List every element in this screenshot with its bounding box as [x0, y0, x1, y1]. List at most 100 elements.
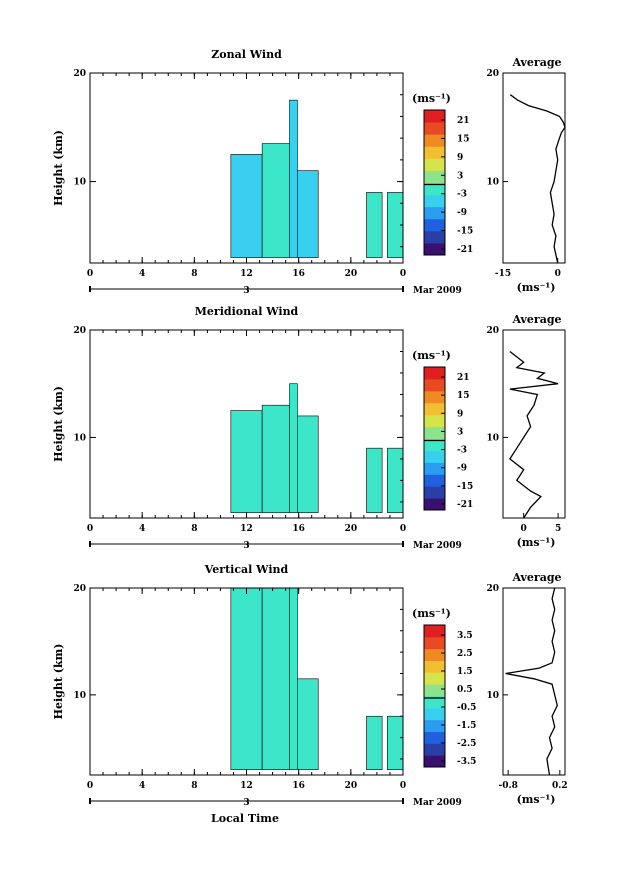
colorbar-swatch	[424, 390, 445, 404]
panel-title: Vertical Wind	[204, 563, 289, 576]
colorbar-swatch	[424, 462, 445, 475]
colorbar-swatch	[424, 122, 445, 135]
average-x-axis-title: (ms⁻¹)	[517, 536, 556, 549]
heatmap-cell	[289, 99, 298, 258]
colorbar-swatch	[424, 110, 445, 123]
colorbar-frame	[423, 109, 446, 256]
x-tick-label: 0	[400, 781, 406, 791]
colorbar-tick-label: 0.5	[457, 685, 473, 695]
y-tick-label: 10	[73, 691, 86, 701]
colorbar-frame	[423, 624, 446, 768]
colorbar-swatch	[424, 684, 445, 697]
date-marker: 3	[243, 798, 249, 808]
average-title: Average	[511, 56, 561, 69]
colorbar-tick-label: 2.5	[457, 649, 473, 659]
x-tick-label: 20	[345, 524, 358, 534]
average-y-tick-label: 10	[486, 178, 499, 188]
date-marker: 3	[243, 541, 249, 551]
colorbar-swatch	[424, 486, 445, 499]
y-axis-title: Height (km)	[52, 386, 65, 462]
colorbar-swatch	[424, 731, 445, 744]
colorbar-tick-label: -3	[457, 446, 467, 456]
colorbar-swatch	[424, 438, 445, 451]
colorbar-tick-label: -15	[457, 227, 473, 237]
x-tick-label: 8	[191, 269, 197, 279]
average-x-axis-title: (ms⁻¹)	[517, 793, 556, 806]
colorbar-swatch	[424, 230, 445, 244]
colorbar-swatch	[424, 636, 445, 650]
colorbar-swatch	[424, 743, 445, 756]
average-profile-line	[505, 587, 558, 776]
average-x-tick-label: -15	[495, 269, 511, 279]
average-title: Average	[511, 313, 561, 326]
colorbar-unit: (ms⁻¹)	[412, 92, 451, 105]
heatmap-cell	[230, 587, 263, 770]
panel-3: Vertical Wind 10 20 Height (km) 0 4 8 12 16 20 0 3 M…	[52, 563, 568, 808]
x-tick-label: 0	[87, 781, 93, 791]
colorbar-swatch	[424, 218, 445, 232]
colorbar-tick-label: 3.5	[457, 631, 473, 641]
x-tick-label: 0	[87, 269, 93, 279]
colorbar-swatch	[424, 378, 445, 392]
average-profile-line	[509, 350, 559, 519]
heatmap-cell	[297, 415, 319, 513]
colorbar-swatch	[424, 367, 445, 380]
panel-2: Meridional Wind 10 20 Height (km) 0 4 8 12 16 20 0…	[52, 305, 566, 551]
colorbar-swatch	[424, 402, 445, 416]
date-label: Mar 2009	[413, 286, 462, 296]
colorbar-swatch	[424, 194, 445, 208]
heatmap-cell	[261, 143, 290, 258]
average-y-tick-label: 20	[486, 584, 499, 594]
x-tick-label: 8	[191, 524, 197, 534]
y-tick-label: 10	[73, 433, 86, 443]
average-x-tick-label: 0	[521, 524, 527, 534]
colorbar-tick-label: -21	[457, 245, 473, 255]
colorbar-tick-label: -15	[457, 482, 473, 492]
colorbar-tick-label: -2.5	[457, 739, 476, 749]
heatmap-cell	[387, 715, 404, 770]
colorbar-swatch	[424, 498, 445, 511]
colorbar-tick-label: -9	[457, 208, 467, 218]
heatmap-cell	[261, 404, 290, 513]
heatmap-cell	[297, 678, 319, 770]
average-x-axis-title: (ms⁻¹)	[517, 281, 556, 294]
colorbar-swatch	[424, 158, 445, 171]
date-label: Mar 2009	[413, 541, 462, 551]
x-tick-label: 8	[191, 781, 197, 791]
y-tick-label: 20	[73, 326, 86, 336]
panel-title: Meridional Wind	[195, 305, 299, 318]
heatmap-cell	[261, 587, 290, 770]
average-frame	[502, 587, 566, 776]
heatmap-cell	[230, 154, 263, 258]
average-x-tick-label: 0	[555, 269, 561, 279]
colorbar-tick-label: 15	[457, 391, 470, 401]
x-tick-label: 4	[139, 269, 145, 279]
colorbar-tick-label: 9	[457, 153, 463, 163]
colorbar-tick-label: -0.5	[457, 703, 476, 713]
colorbar-swatch	[424, 719, 445, 732]
colorbar-tick-label: -3	[457, 190, 467, 200]
panel-title: Zonal Wind	[211, 48, 282, 61]
average-y-tick-label: 10	[486, 691, 499, 701]
colorbar-tick-label: 1.5	[457, 667, 473, 677]
colorbar-frame	[423, 366, 446, 511]
average-x-tick-label: 0.2	[552, 781, 568, 791]
heatmap-cell	[230, 410, 263, 513]
colorbar-swatch	[424, 426, 445, 439]
colorbar-tick-label: 15	[457, 134, 470, 144]
colorbar-tick-label: -1.5	[457, 721, 476, 731]
x-tick-label: 20	[345, 781, 358, 791]
colorbar-tick-label: -21	[457, 500, 473, 510]
heatmap-cell	[289, 587, 298, 770]
y-axis-title: Height (km)	[52, 644, 65, 720]
colorbar-swatch	[424, 672, 445, 685]
colorbar-swatch	[424, 755, 445, 768]
colorbar-swatch	[424, 134, 445, 147]
colorbar-tick-label: -3.5	[457, 757, 476, 767]
heatmap-cell	[366, 715, 383, 770]
colorbar-unit: (ms⁻¹)	[412, 607, 451, 620]
y-tick-label: 20	[73, 584, 86, 594]
date-marker: 3	[243, 286, 249, 296]
colorbar-tick-label: 3	[457, 427, 463, 437]
